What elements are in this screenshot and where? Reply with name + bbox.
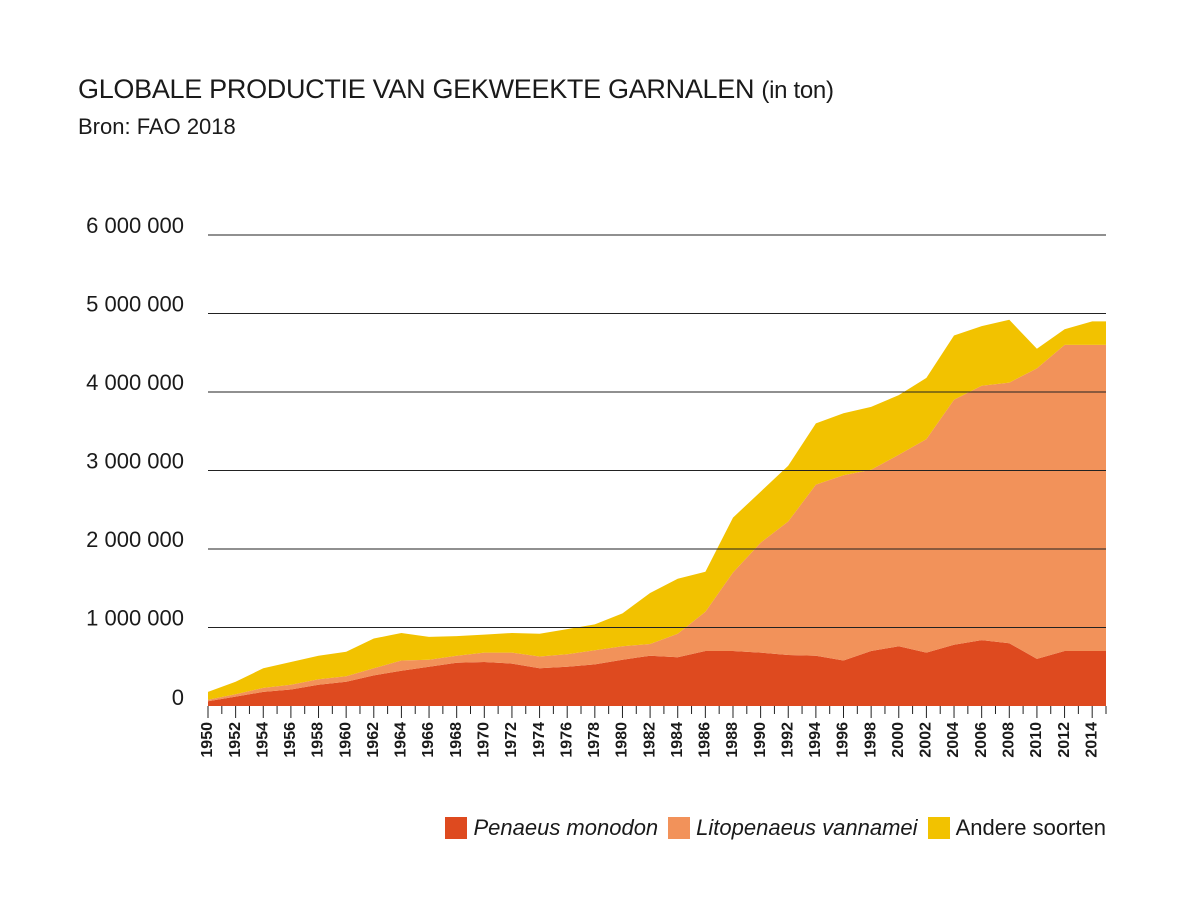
x-tick-label: 1990 bbox=[752, 722, 769, 758]
x-tick-label: 2004 bbox=[945, 722, 962, 758]
area-monodon bbox=[208, 640, 1106, 706]
x-tick-label: 1968 bbox=[448, 722, 465, 758]
x-tick-label: 2006 bbox=[973, 722, 990, 758]
area-vannamei bbox=[208, 344, 1106, 702]
chart-title-text: GLOBALE PRODUCTIE VAN GEKWEEKTE GARNALEN bbox=[78, 74, 755, 104]
x-tick-label: 1994 bbox=[807, 722, 824, 758]
x-tick-label: 1950 bbox=[199, 722, 216, 758]
x-tick-label: 1962 bbox=[365, 722, 382, 758]
chart-legend: Penaeus monodon Litopenaeus vannamei And… bbox=[445, 815, 1106, 841]
x-tick-label: 2012 bbox=[1056, 722, 1073, 758]
x-tick-label: 1996 bbox=[835, 722, 852, 758]
y-tick-label: 4 000 000 bbox=[86, 370, 184, 395]
x-tick-label: 1960 bbox=[337, 722, 354, 758]
legend-item-vannamei: Litopenaeus vannamei bbox=[668, 815, 918, 841]
x-tick-label: 2008 bbox=[1001, 722, 1018, 758]
legend-swatch-andere bbox=[927, 817, 950, 839]
chart-subtitle: Bron: FAO 2018 bbox=[78, 114, 236, 139]
x-tick-label: 1982 bbox=[641, 722, 658, 758]
x-tick-label: 2000 bbox=[890, 722, 907, 758]
x-tick-label: 1964 bbox=[393, 722, 410, 758]
chart-title-unit: (in ton) bbox=[761, 77, 834, 104]
y-tick-label: 1 000 000 bbox=[86, 605, 184, 630]
legend-label-vannamei: Litopenaeus vannamei bbox=[696, 815, 918, 840]
legend-item-monodon: Penaeus monodon bbox=[445, 815, 658, 841]
x-tick-label: 1986 bbox=[697, 722, 714, 758]
x-tick-label: 2002 bbox=[918, 722, 935, 758]
y-tick-label: 3 000 000 bbox=[86, 448, 184, 473]
x-tick-label: 1970 bbox=[476, 722, 493, 758]
x-tick-label: 1966 bbox=[420, 722, 437, 758]
legend-swatch-monodon bbox=[445, 817, 468, 839]
legend-item-andere: Andere soorten bbox=[927, 815, 1106, 841]
x-tick-label: 1988 bbox=[724, 722, 741, 758]
x-tick-label: 1952 bbox=[227, 722, 244, 758]
area-andere bbox=[208, 319, 1106, 700]
chart-title: GLOBALE PRODUCTIE VAN GEKWEEKTE GARNALEN… bbox=[78, 74, 834, 105]
x-tick-label: 1958 bbox=[310, 722, 327, 758]
x-tick-label: 1956 bbox=[282, 722, 299, 758]
y-tick-label: 6 000 000 bbox=[86, 213, 184, 238]
x-tick-label: 1976 bbox=[558, 722, 575, 758]
legend-label-monodon: Penaeus monodon bbox=[473, 815, 659, 840]
x-tick-label: 1998 bbox=[862, 722, 879, 758]
x-tick-label: 1972 bbox=[503, 722, 520, 758]
legend-swatch-vannamei bbox=[668, 817, 691, 839]
y-tick-label: 2 000 000 bbox=[86, 527, 184, 552]
y-tick-label: 0 bbox=[172, 685, 184, 710]
x-tick-label: 1980 bbox=[614, 722, 631, 758]
x-tick-label: 1984 bbox=[669, 722, 686, 758]
x-tick-label: 1974 bbox=[531, 722, 548, 758]
legend-label-andere: Andere soorten bbox=[955, 815, 1106, 840]
x-tick-label: 2010 bbox=[1028, 722, 1045, 758]
x-tick-label: 1978 bbox=[586, 722, 603, 758]
x-tick-label: 1954 bbox=[255, 722, 272, 758]
x-tick-label: 2014 bbox=[1083, 722, 1100, 758]
y-tick-label: 5 000 000 bbox=[86, 291, 184, 316]
x-tick-label: 1992 bbox=[779, 722, 796, 758]
